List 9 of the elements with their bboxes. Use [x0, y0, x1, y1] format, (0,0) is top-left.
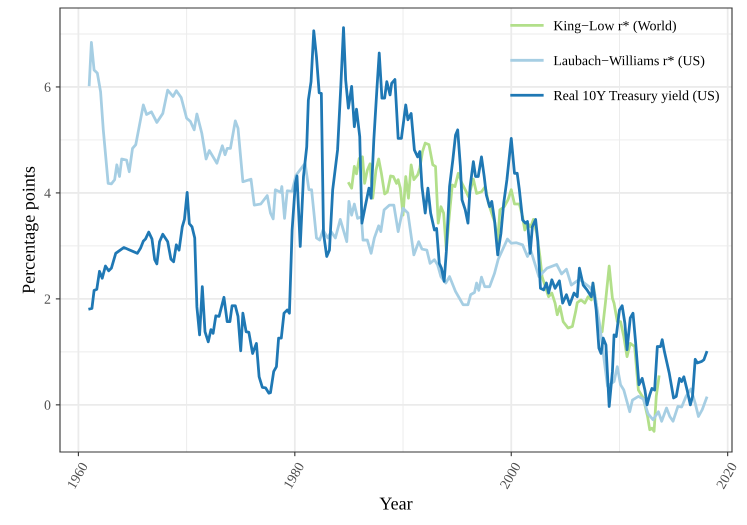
y-tick-label: 2	[44, 294, 50, 304]
legend-label: Laubach−Williams r* (US)	[554, 56, 704, 68]
x-axis-title: Year	[380, 498, 412, 510]
legend-label: Real 10Y Treasury yield (US)	[554, 90, 719, 104]
y-axis-title: Percentage points	[22, 166, 38, 294]
y-tick-label: 4	[44, 188, 51, 198]
y-tick-label: 0	[44, 400, 50, 410]
legend-label: King−Low r* (World)	[554, 20, 676, 34]
y-tick-label: 6	[44, 82, 51, 92]
